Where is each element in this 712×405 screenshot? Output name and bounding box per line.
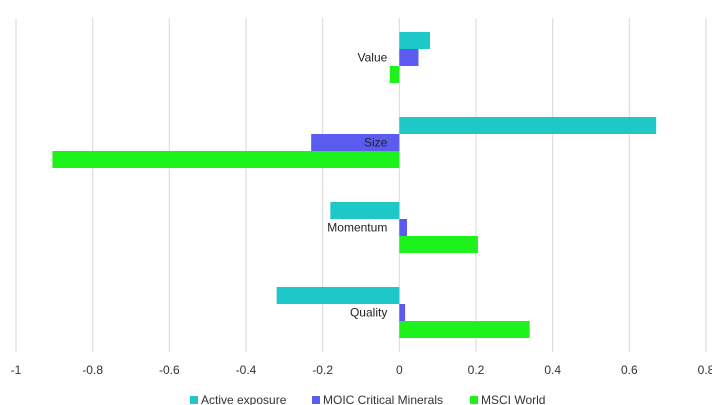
bar-msci-world <box>399 236 478 253</box>
category-label: Quality <box>350 306 387 320</box>
bar-moic-critical-minerals <box>399 219 407 236</box>
bar-msci-world <box>52 151 400 168</box>
x-tick-label: 0 <box>396 363 403 377</box>
bar-active-exposure <box>330 202 400 219</box>
category-label: Momentum <box>327 221 387 235</box>
x-tick-label: -0.8 <box>82 363 103 377</box>
x-tick-label: -1 <box>11 363 22 377</box>
x-tick-label: 0.8 <box>698 363 712 377</box>
x-tick-label: 0.2 <box>468 363 485 377</box>
bar-moic-critical-minerals <box>399 49 419 66</box>
bar-msci-world <box>389 66 400 83</box>
legend-swatch <box>190 396 198 404</box>
legend-label: MSCI World <box>481 393 545 405</box>
bar-moic-critical-minerals <box>399 304 406 321</box>
legend-label: Active exposure <box>201 393 287 405</box>
bar-series <box>52 32 657 338</box>
x-tick-label: 0.6 <box>621 363 638 377</box>
x-tick-labels: -1 -0.8 -0.6 -0.4 -0.2 0 0.2 0.4 0.6 0.8 <box>11 363 712 377</box>
x-tick-label: -0.6 <box>159 363 180 377</box>
bar-moic-critical-minerals <box>311 134 400 151</box>
legend: Active exposure MOIC Critical Minerals MSC… <box>190 393 545 405</box>
category-label: Value <box>358 51 388 65</box>
x-tick-label: -0.2 <box>312 363 333 377</box>
category-label: Size <box>364 136 388 150</box>
legend-swatch <box>470 396 478 404</box>
x-tick-label: -0.4 <box>236 363 257 377</box>
bar-active-exposure <box>399 117 657 134</box>
legend-swatch <box>312 396 320 404</box>
legend-label: MOIC Critical Minerals <box>323 393 443 405</box>
bar-active-exposure <box>399 32 430 49</box>
x-tick-label: 0.4 <box>544 363 561 377</box>
bar-msci-world <box>399 321 530 338</box>
bar-active-exposure <box>276 287 400 304</box>
category-labels: Value Size Momentum Quality <box>327 51 387 320</box>
